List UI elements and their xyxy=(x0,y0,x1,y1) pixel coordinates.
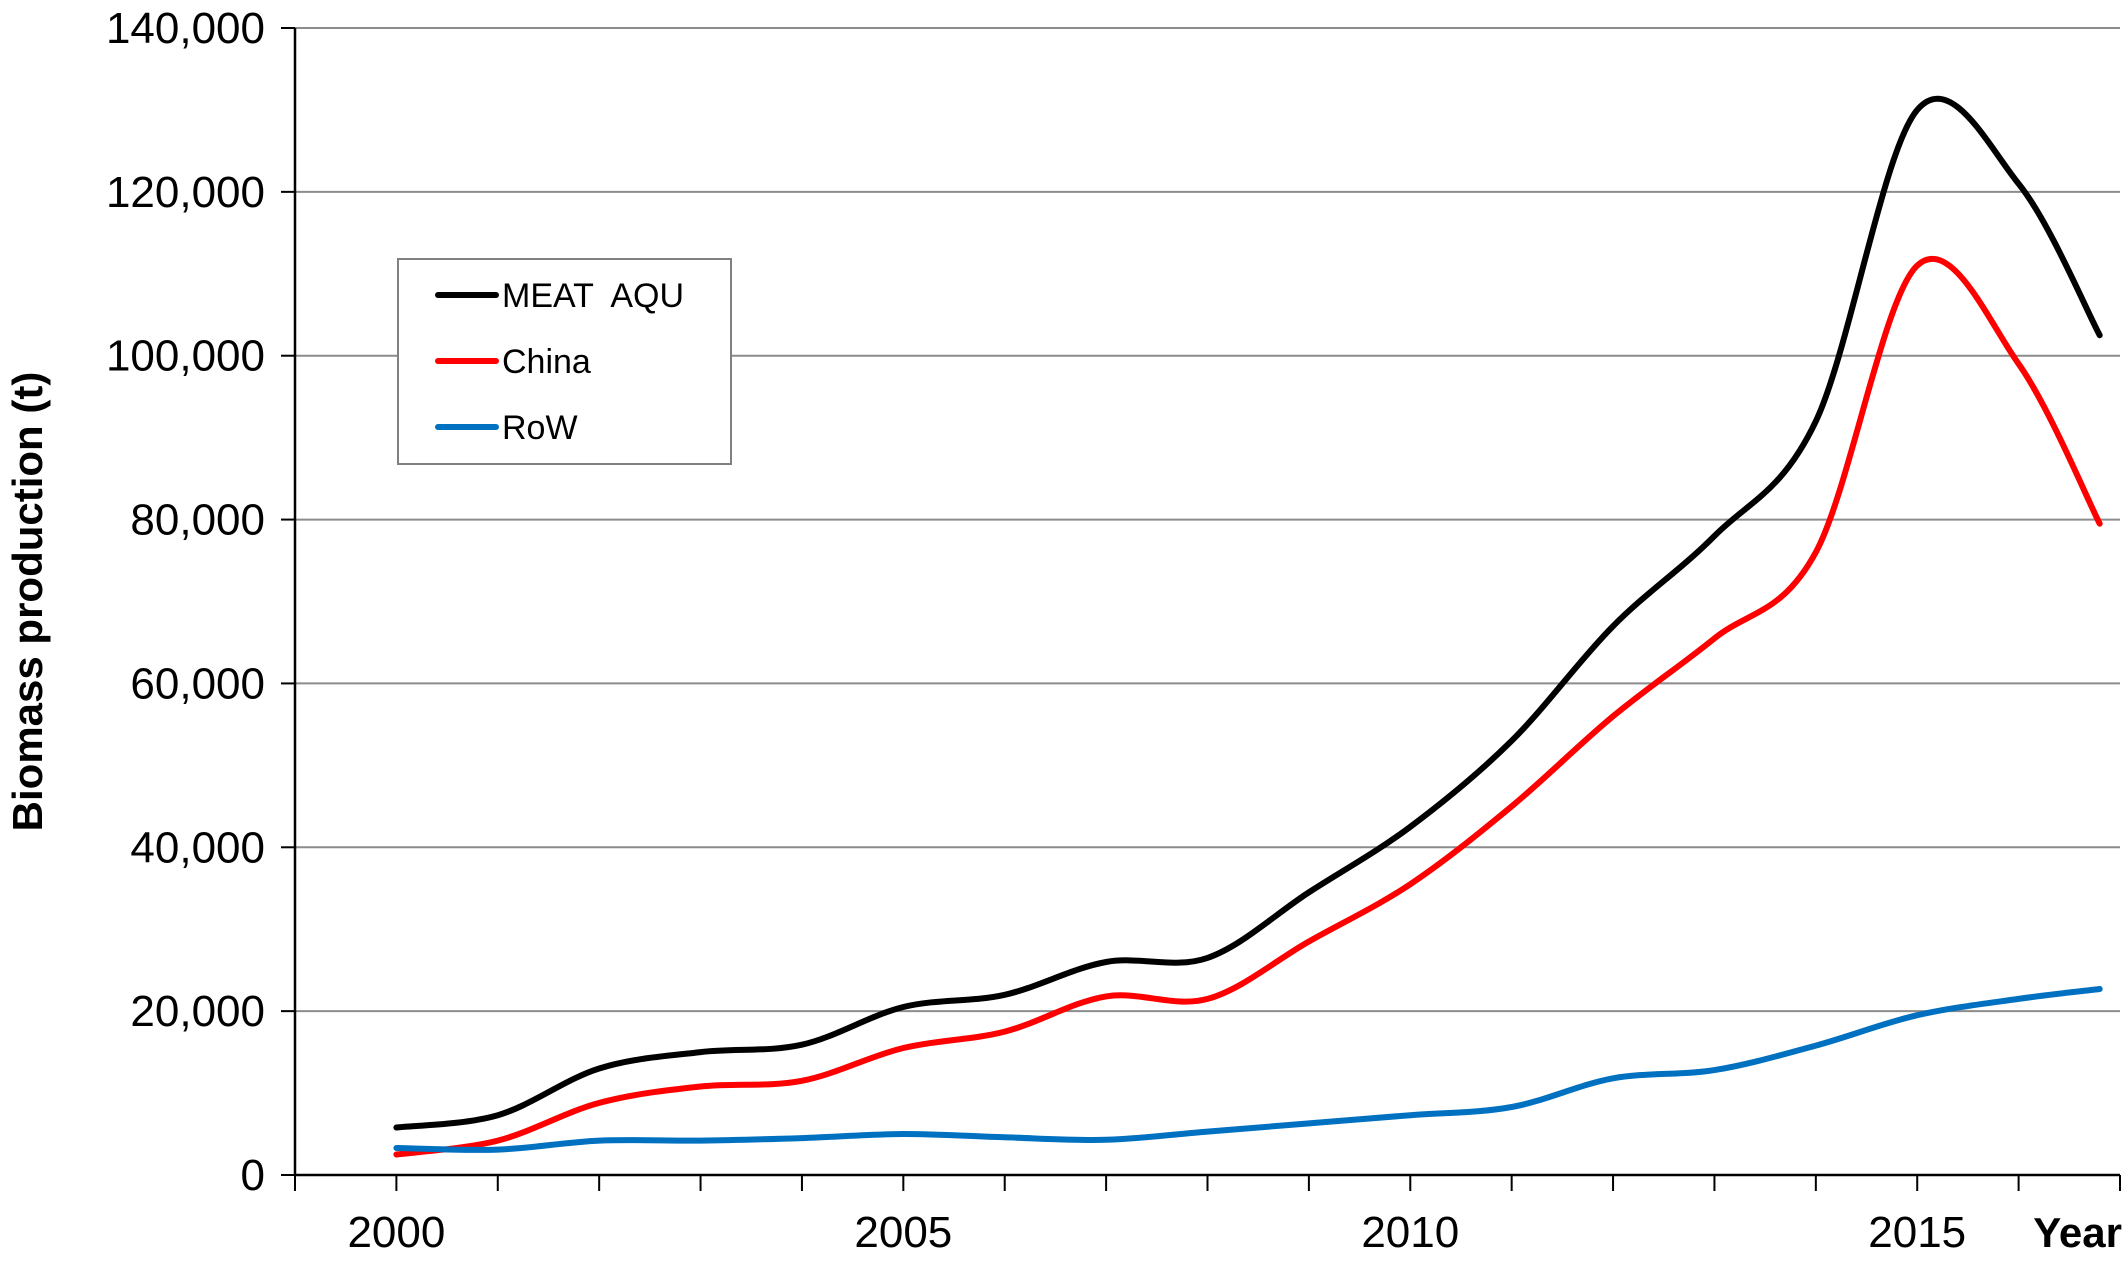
legend-label-row: RoW xyxy=(502,409,578,447)
y-axis-title: Biomass production (t) xyxy=(4,372,51,832)
y-tick-label: 140,000 xyxy=(106,4,265,53)
x-axis-title: Year xyxy=(2033,1209,2122,1256)
y-tick-label: 100,000 xyxy=(106,332,265,381)
legend: MEAT AQU China RoW xyxy=(397,258,732,465)
y-tick-label: 20,000 xyxy=(130,987,265,1036)
x-tick-label: 2000 xyxy=(347,1208,445,1257)
gridlines xyxy=(295,27,2120,1013)
y-tick-label: 80,000 xyxy=(130,496,265,545)
x-tick-label: 2010 xyxy=(1361,1208,1459,1257)
y-tick-label: 60,000 xyxy=(130,659,265,708)
x-tick-label: 2005 xyxy=(854,1208,952,1257)
legend-label-meat-aqu: MEAT AQU xyxy=(502,277,684,315)
y-tick-label: 40,000 xyxy=(130,823,265,872)
series-lines xyxy=(393,95,2103,1158)
y-tick-label: 0 xyxy=(241,1151,265,1200)
series-line-china xyxy=(393,255,2103,1158)
legend-label-china: China xyxy=(502,343,591,381)
series-line-meat-aqu xyxy=(393,95,2103,1131)
x-tick-label: 2015 xyxy=(1868,1208,1966,1257)
y-tick-label: 120,000 xyxy=(106,168,265,217)
axes: 0 20,000 40,000 60,000 80,000 100,000 120,000 1… xyxy=(106,4,2121,1257)
series-line-row xyxy=(393,986,2103,1153)
